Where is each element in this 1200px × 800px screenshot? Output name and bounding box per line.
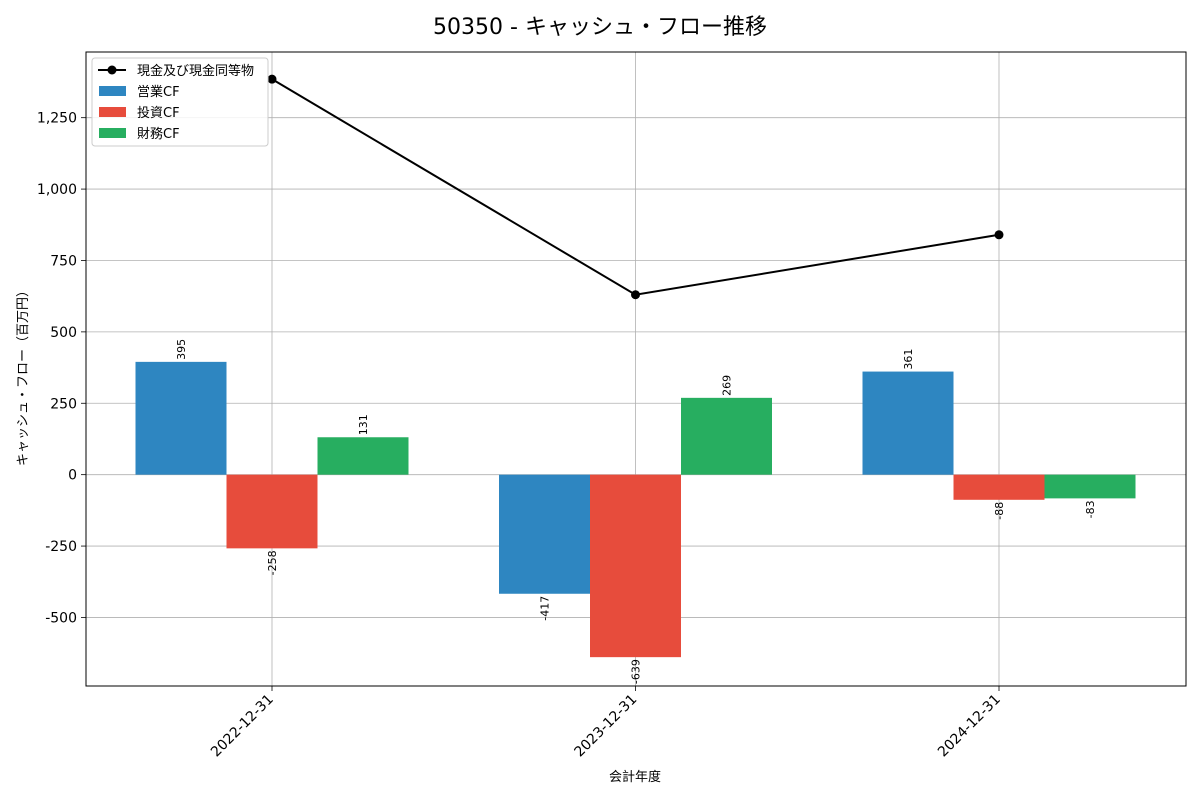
bar	[1044, 474, 1136, 499]
bar-value-label: -88	[993, 502, 1006, 520]
bar-value-label: -639	[630, 659, 643, 684]
data-labels: 395 -417 361 -258 -639 -88 131 269 -83	[175, 339, 1097, 684]
x-axis-label: 会計年度	[609, 769, 661, 785]
bar-value-label: -417	[539, 596, 552, 621]
legend-swatch	[99, 86, 126, 96]
bar-value-label: -83	[1084, 500, 1097, 518]
bar	[681, 397, 772, 475]
y-axis: -500 -250 0 250 500 750 1,000 1,250	[37, 111, 86, 626]
legend-label: 営業CF	[137, 84, 180, 100]
legend-label: 財務CF	[137, 127, 180, 142]
bar	[317, 437, 409, 475]
y-tick-label: 1,000	[37, 182, 77, 198]
chart-title: 50350 - キャッシュ・フロー推移	[433, 15, 767, 40]
cash-line-point	[994, 230, 1004, 240]
cash-line-point	[267, 74, 277, 84]
bar	[590, 474, 681, 658]
y-tick-label: 500	[50, 325, 77, 341]
legend-label: 投資CF	[137, 105, 180, 121]
legend-box	[91, 57, 269, 147]
bar-value-label: 269	[721, 375, 734, 396]
cash-line-point	[631, 290, 640, 300]
x-axis: 2022-12-31 2023-12-31 2024-12-31	[208, 686, 1004, 760]
bar-value-label: 361	[902, 349, 915, 370]
y-tick-label: 0	[68, 468, 77, 484]
bar	[135, 361, 227, 475]
y-tick-label: 1,250	[37, 111, 77, 127]
bar-value-label: -258	[266, 550, 279, 575]
y-axis-label: キャッシュ・フロー（百万円）	[16, 284, 31, 466]
y-tick-label: -250	[45, 539, 77, 555]
x-tick-label: 2023-12-31	[571, 692, 640, 761]
bar-value-label: 395	[175, 339, 188, 360]
legend-swatch	[99, 128, 126, 138]
legend-line-dot	[107, 65, 117, 75]
y-tick-label: 750	[50, 253, 77, 269]
x-tick-label: 2024-12-31	[935, 692, 1004, 761]
bar	[226, 474, 318, 549]
plot-frame	[85, 51, 1187, 687]
bar	[499, 474, 590, 594]
bar	[862, 371, 954, 475]
bar	[953, 474, 1045, 500]
bar-value-label: 131	[357, 414, 370, 435]
bars	[135, 361, 1136, 658]
y-tick-label: 250	[50, 396, 77, 412]
legend-swatch	[99, 107, 126, 117]
legend-label: 現金及び現金同等物	[137, 63, 254, 79]
y-tick-label: -500	[45, 610, 77, 626]
cash-line	[267, 74, 1004, 300]
x-tick-label: 2022-12-31	[208, 692, 277, 761]
